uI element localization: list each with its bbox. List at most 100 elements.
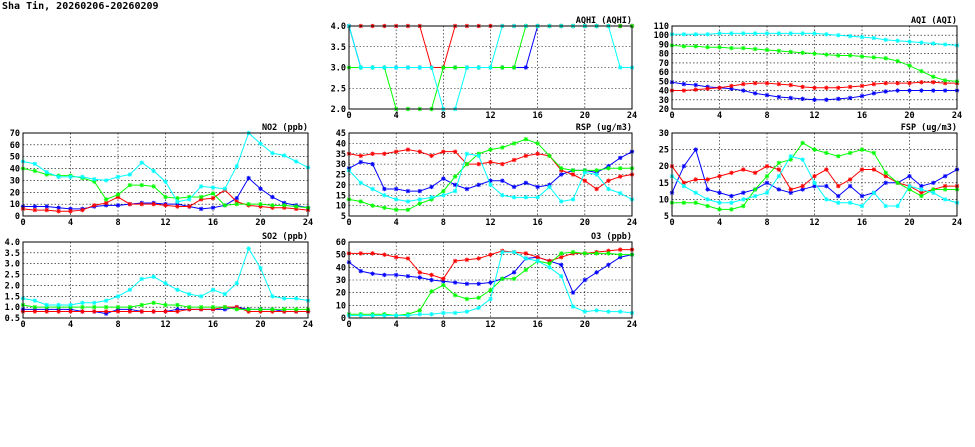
data-point-cyan: [693, 190, 698, 195]
data-point-red: [56, 209, 61, 214]
data-point-red: [358, 251, 363, 256]
y-tick-label: 0: [341, 314, 346, 324]
data-point-red: [535, 255, 540, 260]
data-point-cyan: [452, 188, 458, 194]
data-point-cyan: [417, 312, 422, 317]
data-point-blue: [594, 270, 599, 275]
data-point-green: [293, 307, 299, 312]
x-tick-label: 8: [764, 218, 769, 228]
data-point-blue: [511, 184, 517, 190]
data-point-blue: [559, 262, 564, 267]
x-tick-label: 0: [346, 111, 351, 121]
data-point-cyan: [210, 287, 216, 292]
data-point-red: [618, 174, 623, 179]
data-point-blue: [417, 188, 422, 194]
data-point-green: [942, 187, 948, 192]
y-tick-label: 15: [659, 179, 669, 189]
x-tick-label: 24: [627, 111, 637, 121]
data-point-blue: [836, 193, 841, 199]
x-tick-label: 4: [394, 320, 399, 330]
data-point-cyan: [559, 274, 564, 279]
data-point-green: [258, 201, 263, 207]
data-point-cyan: [741, 197, 746, 202]
y-tick-label: 50: [336, 251, 346, 261]
data-point-cyan: [836, 200, 841, 205]
data-point-green: [931, 74, 936, 79]
data-point-green: [151, 184, 156, 189]
data-point-green: [729, 207, 734, 212]
data-point-red: [618, 247, 623, 252]
data-point-red: [370, 151, 375, 156]
data-point-cyan: [582, 309, 588, 314]
data-point-green: [488, 287, 493, 293]
data-point-red: [441, 149, 446, 154]
data-point-blue: [824, 183, 829, 189]
data-point-blue: [693, 82, 698, 88]
fsp-chart: 0 4 8 12 16 20 24 5 10 15 20 25 30 FSP (ug/m3): [659, 123, 962, 228]
data-point-cyan: [883, 203, 888, 209]
data-point-red: [752, 80, 758, 86]
data-point-cyan: [895, 38, 900, 43]
y-tick-label: 1.0: [5, 303, 20, 313]
data-point-red: [895, 80, 900, 86]
data-point-green: [103, 304, 109, 310]
data-point-cyan: [895, 203, 900, 209]
data-point-green: [358, 199, 363, 204]
x-tick-label: 8: [441, 111, 446, 121]
x-tick-label: 20: [255, 320, 265, 330]
data-point-blue: [693, 147, 698, 152]
data-point-cyan: [776, 173, 782, 179]
data-point-blue: [405, 274, 411, 279]
data-point-green: [80, 304, 85, 310]
data-point-cyan: [476, 153, 481, 159]
y-tick-label: 1.5: [5, 292, 20, 302]
y-tick-label: 40: [659, 87, 669, 97]
data-point-cyan: [547, 265, 552, 270]
data-point-blue: [246, 175, 251, 181]
data-point-cyan: [800, 157, 805, 162]
plot-frame: [671, 132, 958, 217]
data-point-green: [429, 289, 434, 294]
data-point-green: [234, 201, 239, 207]
data-point-cyan: [681, 183, 687, 189]
data-point-cyan: [907, 39, 912, 44]
data-point-blue: [800, 96, 805, 102]
y-tick-label: 20: [336, 289, 346, 299]
y-tick-label: 50: [10, 153, 20, 163]
data-point-cyan: [594, 308, 599, 313]
data-point-red: [570, 172, 576, 177]
data-point-red: [812, 85, 817, 90]
data-point-cyan: [836, 33, 841, 38]
data-point-blue: [429, 277, 434, 283]
data-point-cyan: [198, 294, 204, 299]
data-point-green: [127, 182, 133, 188]
data-point-cyan: [871, 35, 877, 41]
data-point-red: [919, 80, 924, 85]
x-tick-label: 20: [580, 218, 590, 228]
data-point-red: [393, 149, 399, 154]
data-point-green: [776, 160, 782, 166]
data-point-green: [270, 307, 275, 312]
data-point-cyan: [222, 291, 228, 297]
x-tick-label: 24: [627, 320, 637, 330]
data-point-cyan: [234, 281, 239, 286]
data-point-green: [570, 168, 576, 173]
data-point-red: [103, 200, 109, 206]
data-point-cyan: [919, 40, 924, 45]
data-point-green: [370, 203, 375, 208]
data-point-green: [883, 56, 888, 61]
y-tick-label: 40: [10, 165, 20, 175]
data-point-red: [871, 81, 877, 87]
data-point-blue: [429, 184, 434, 190]
data-point-red: [127, 201, 133, 207]
data-point-green: [582, 251, 588, 256]
data-point-red: [942, 183, 948, 189]
data-point-cyan: [103, 178, 109, 183]
data-point-red: [127, 309, 133, 314]
y-tick-label: 20: [336, 181, 346, 191]
chart-title: O3 (ppb): [591, 232, 632, 242]
x-tick-label: 20: [904, 111, 914, 121]
x-tick-label: 4: [717, 218, 722, 228]
plot-frame: [671, 25, 958, 110]
